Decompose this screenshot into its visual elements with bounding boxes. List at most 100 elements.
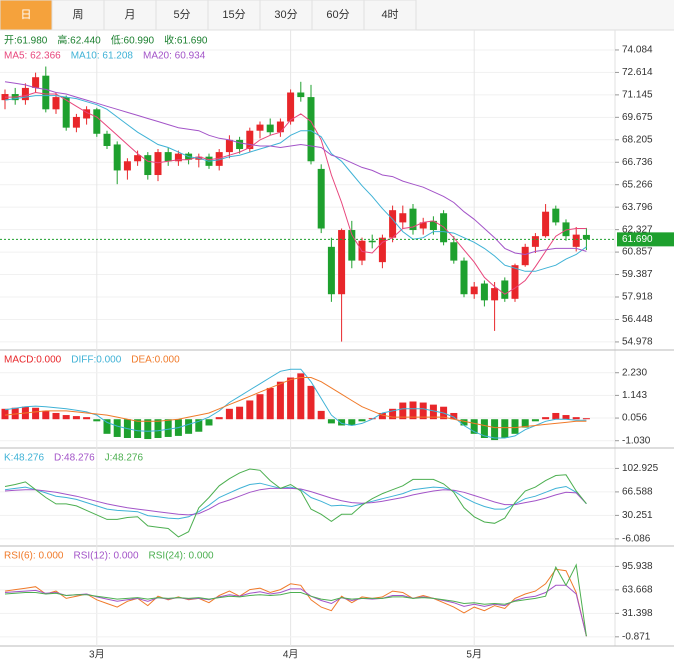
tab-label[interactable]: 月 [125, 9, 136, 21]
y-tick-label: 68.205 [622, 134, 653, 145]
tab-label[interactable]: 5分 [173, 8, 190, 21]
candle-body [154, 152, 162, 176]
tab[interactable] [311, 0, 365, 31]
macd-bar [480, 419, 488, 438]
tab-label[interactable]: 15分 [222, 8, 245, 21]
macd-bar [389, 408, 397, 420]
macd-bar [144, 419, 152, 440]
y-tick-label: 66.736 [622, 157, 653, 168]
macd-bar [378, 412, 386, 420]
tab-label[interactable]: 4时 [381, 8, 398, 21]
candle-body [501, 280, 509, 299]
macd-bar [134, 419, 142, 438]
x-tick-label: 5月 [466, 649, 482, 661]
candle-body [246, 130, 254, 150]
candle-body [144, 155, 152, 176]
candle-body [389, 210, 397, 238]
indicator-line [4, 568, 587, 637]
candle-body [134, 155, 142, 162]
candle-body [32, 77, 40, 88]
y-tick-label: 60.857 [622, 247, 653, 258]
y-tick-label: -6.086 [622, 534, 651, 545]
candle-body [480, 283, 488, 301]
candle-body [42, 75, 50, 110]
candle-body [440, 213, 448, 243]
macd-bar [287, 377, 295, 420]
indicator-line [4, 487, 587, 516]
candle-body [470, 286, 478, 295]
macd-bar [542, 417, 550, 420]
macd-bar [246, 400, 254, 420]
y-tick-label: 66.588 [622, 487, 653, 498]
candle-body [113, 144, 121, 171]
legend-label: MA20: 60.934 [143, 51, 206, 62]
candle-body [521, 246, 529, 266]
legend-label: 高:62.440 [57, 34, 101, 47]
legend-label: MACD:0.000 [4, 355, 62, 366]
macd-bar [103, 419, 111, 434]
macd-bar [215, 417, 223, 420]
y-tick-label: 62.327 [622, 224, 653, 235]
y-tick-label: 69.675 [622, 112, 653, 123]
legend-label: RSI(24): 0.000 [149, 551, 214, 562]
macd-bar [327, 419, 335, 424]
macd-bar [154, 419, 162, 438]
candle-body [327, 246, 335, 295]
candle-body [348, 230, 356, 261]
candle-body [256, 124, 264, 131]
tab[interactable] [207, 0, 261, 31]
macd-bar [419, 402, 427, 420]
tab[interactable] [363, 0, 417, 31]
tab-label[interactable]: 60分 [326, 8, 349, 21]
tab[interactable] [51, 0, 105, 31]
last-price-box [617, 232, 674, 247]
macd-bar [521, 419, 529, 428]
y-tick-label: 30.251 [622, 510, 653, 521]
tab-label[interactable]: 日 [21, 9, 32, 21]
x-tick-label: 3月 [89, 649, 105, 661]
tab-label[interactable]: 30分 [274, 8, 297, 21]
macd-bar [491, 419, 499, 441]
macd-bar [256, 394, 264, 420]
macd-bar [358, 419, 366, 422]
candle-body [582, 234, 590, 240]
candle-body [552, 208, 560, 223]
legend-label: J:48.276 [105, 453, 144, 464]
macd-bar [297, 373, 305, 420]
y-tick-label: 102.925 [622, 463, 659, 474]
legend-label: 收:61.690 [164, 34, 208, 47]
macd-bar [195, 419, 203, 432]
tab-label[interactable]: 周 [73, 8, 84, 21]
macd-bar [205, 419, 213, 426]
candle-body [429, 220, 437, 231]
macd-bar [1, 408, 9, 420]
y-tick-label: 59.387 [622, 269, 653, 280]
candle-body [103, 133, 111, 146]
legend-label: 低:60.990 [111, 34, 155, 47]
y-tick-label: 63.668 [622, 585, 653, 596]
candle-body [491, 288, 499, 301]
legend-label: 开:61.980 [4, 36, 48, 47]
candle-body [297, 92, 305, 98]
legend-label: DEA:0.000 [131, 355, 180, 366]
macd-bar [501, 419, 509, 438]
macd-bar [236, 406, 244, 420]
macd-bar [32, 407, 40, 420]
candle-body [409, 208, 417, 231]
y-tick-label: 63.796 [622, 202, 653, 213]
candle-body [511, 265, 519, 299]
candle-body [531, 236, 539, 247]
macd-bar [317, 410, 325, 420]
tab[interactable] [259, 0, 313, 31]
legend-label: K:48.276 [4, 453, 44, 464]
candle-body [93, 109, 101, 134]
macd-bar [511, 419, 519, 434]
candle-body [83, 109, 91, 119]
candle-body [225, 139, 233, 153]
macd-bar [562, 415, 570, 420]
legend-label: RSI(12): 0.000 [73, 551, 138, 562]
y-tick-label: -1.030 [622, 435, 651, 446]
y-tick-label: 2.230 [622, 367, 647, 378]
tab[interactable] [0, 0, 53, 31]
